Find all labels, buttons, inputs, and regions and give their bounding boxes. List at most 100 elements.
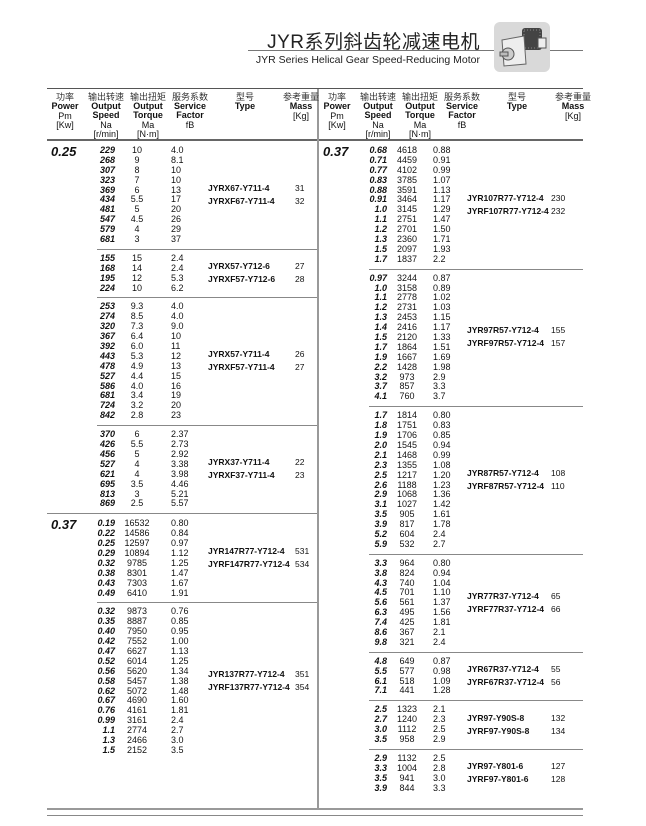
table-row: 443 5.3 12	[47, 351, 317, 361]
output-speed: 681	[99, 390, 115, 401]
output-speed: 367	[99, 331, 115, 342]
header-en2: Speed	[364, 110, 392, 120]
table-row: 1.2 2731 1.03	[319, 302, 583, 312]
output-speed: 0.97	[369, 272, 387, 283]
model-mass: 534	[295, 559, 310, 570]
header-zh: 输出转速	[359, 92, 396, 102]
model-type: JYR97-Y90S-8	[467, 712, 525, 723]
service-factor: 5.21	[171, 488, 189, 499]
output-torque: 2120	[396, 332, 418, 343]
output-speed: 0.47	[97, 645, 115, 656]
power-value: 0.37	[323, 144, 349, 159]
model-mass: 65	[551, 590, 561, 601]
output-speed: 1.9	[374, 351, 387, 362]
output-torque: 8887	[126, 616, 148, 627]
output-speed: 2.3	[374, 459, 387, 470]
header-sym: Ma	[141, 120, 155, 130]
service-factor: 13	[171, 184, 182, 195]
output-torque: 2774	[126, 725, 148, 736]
output-torque: 4618	[396, 145, 418, 155]
output-torque: 10	[131, 145, 142, 155]
output-speed: 0.35	[97, 616, 115, 627]
model-group: 1.7 1814 0.80 1.8 1751 0.83 1.9 1706 0.85 2.0 1545…	[319, 406, 583, 553]
output-torque: 6014	[126, 655, 148, 666]
output-torque: 5.5	[130, 194, 144, 205]
table-row: 0.56 5620 1.34	[47, 666, 317, 676]
output-torque: 8	[134, 164, 140, 175]
header-en2: Speed	[92, 110, 120, 120]
table-row: 813 3 5.21	[47, 489, 317, 499]
output-speed: 481	[99, 204, 115, 215]
table-row: 4.5 701 1.10	[319, 587, 583, 597]
output-torque: 1428	[396, 361, 418, 372]
header-en2: Mass	[561, 101, 585, 111]
table-row: 0.67 4690 1.60	[47, 695, 317, 705]
service-factor: 1.98	[433, 361, 451, 372]
model-mass: 232	[551, 205, 566, 216]
service-factor: 5.57	[171, 498, 189, 509]
column-header-torque: 输出扭矩 Output Torque Ma [N·m]	[125, 93, 171, 139]
output-speed: 229	[99, 145, 115, 155]
output-speed: 1.0	[374, 282, 387, 293]
output-speed: 0.56	[97, 665, 115, 676]
header-sym: Ma	[413, 120, 427, 130]
left-table: 功率 Power Pm [Kw] 输出转速 Output Speed Na [r/min] 输出扭…	[47, 89, 319, 810]
output-speed: 155	[99, 252, 115, 263]
output-speed: 253	[99, 301, 115, 312]
model-mass: 351	[295, 669, 310, 680]
output-torque: 844	[399, 782, 415, 793]
output-torque: 3145	[396, 204, 418, 215]
table-row: 1.7 1837 2.2	[319, 254, 583, 264]
output-torque: 2701	[396, 224, 418, 235]
power-value: 0.37	[51, 517, 77, 533]
column-header-type: 型号 Type	[479, 93, 555, 112]
output-torque: 1864	[396, 341, 418, 352]
service-factor: 3.98	[171, 468, 189, 479]
model-line: JYR97-Y90S-8 132	[467, 712, 565, 725]
table-row: 695 3.5 4.46	[47, 479, 317, 489]
service-factor: 1.02	[433, 292, 451, 303]
table-row: 0.38 8301 1.47	[47, 568, 317, 578]
service-factor: 16	[171, 380, 182, 391]
table-row: 6.3 495 1.56	[319, 607, 583, 617]
model-line: JYRXF57-Y711-4 27	[208, 361, 304, 374]
output-torque: 441	[399, 685, 415, 696]
service-factor: 1.15	[433, 312, 451, 323]
service-factor: 0.87	[433, 272, 451, 283]
service-factor: 1.20	[433, 469, 451, 480]
table-row: 0.68 4618 0.88	[319, 145, 583, 155]
gear-motor-image	[494, 22, 550, 72]
table-row: 3.2 973 2.9	[319, 372, 583, 382]
header-unit: [r/min]	[93, 129, 119, 139]
output-torque: 1545	[396, 439, 418, 450]
service-factor: 5.3	[171, 272, 184, 283]
model-mass: 56	[551, 677, 561, 688]
service-factor: 3.0	[433, 772, 446, 783]
output-torque: 7950	[126, 626, 148, 637]
model-mass: 27	[295, 261, 305, 272]
output-speed: 323	[99, 174, 115, 185]
table-row: 168 14 2.4	[47, 263, 317, 273]
output-torque: 7	[134, 174, 140, 185]
table-row: 7.4 425 1.81	[319, 617, 583, 627]
service-factor: 1.03	[433, 302, 451, 313]
output-torque: 2.5	[130, 498, 144, 509]
service-factor: 0.94	[433, 439, 451, 450]
service-factor: 2.3	[433, 714, 446, 725]
model-line: JYR67R37-Y712-4 55	[467, 663, 560, 676]
output-speed: 370	[99, 429, 115, 440]
header-en2: Torque	[133, 110, 163, 120]
output-torque: 532	[399, 538, 415, 549]
service-factor: 1.29	[433, 204, 451, 215]
header-sym: fB	[185, 120, 195, 130]
table-row: 3.0 1112 2.5	[319, 724, 583, 734]
output-torque: 1355	[396, 459, 418, 470]
table-row: 3.8 824 0.94	[319, 568, 583, 578]
output-speed: 5.6	[374, 597, 387, 608]
model-types: JYR67R37-Y712-4 55 JYRF67R37-Y712-4 56	[467, 663, 560, 689]
service-factor: 37	[171, 234, 182, 245]
output-speed: 3.9	[374, 519, 387, 530]
output-speed: 1.1	[374, 292, 387, 303]
header-zh: 参考重量	[283, 92, 320, 102]
table-row: 0.97 3244 0.87	[319, 273, 583, 283]
